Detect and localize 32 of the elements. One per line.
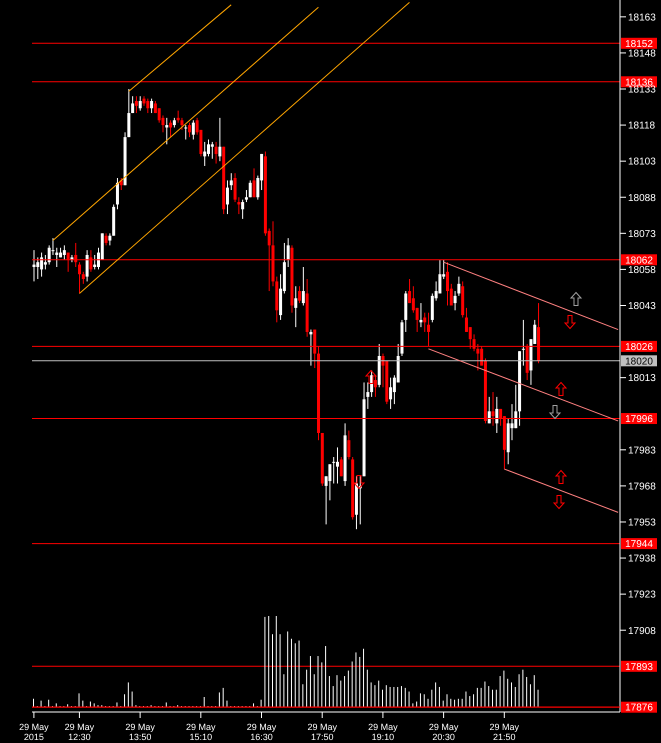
y-tick-label: 18073 xyxy=(628,228,656,240)
ref-line-label: 18062 xyxy=(625,255,654,266)
y-tick-label: 18088 xyxy=(628,192,656,204)
ref-line-label: 17944 xyxy=(625,539,654,550)
x-tick-label: 29 May 21:50 xyxy=(490,722,520,742)
x-tick-label: 29 May 13:50 xyxy=(125,722,156,742)
x-tick-label: 29 May 12:30 xyxy=(64,722,95,742)
y-tick-label: 18118 xyxy=(628,120,656,132)
y-tick-label: 17923 xyxy=(628,590,656,601)
ref-line-label: 18026 xyxy=(625,342,654,353)
y-tick-label: 18103 xyxy=(628,156,656,168)
y-tick-label: 18043 xyxy=(628,301,656,312)
y-tick-label: 18148 xyxy=(628,48,656,60)
x-tick-label: 29 May 17:50 xyxy=(307,722,338,742)
ref-line-label: 18152 xyxy=(625,38,654,50)
ref-line-label: 17876 xyxy=(625,702,654,714)
x-tick-label: 29 May 2015 xyxy=(19,722,50,742)
ref-line-label: 18020 xyxy=(625,356,654,368)
x-tick-label: 29 May 20:30 xyxy=(428,722,459,742)
x-tick-label: 29 May 15:10 xyxy=(186,722,216,742)
ref-line-label: 17996 xyxy=(625,414,654,426)
y-tick-label: 17938 xyxy=(628,554,656,565)
y-tick-label: 17908 xyxy=(628,626,656,637)
ref-line-label: 17893 xyxy=(625,662,654,673)
x-tick-label: 29 May 16:30 xyxy=(246,722,277,742)
y-tick-label: 18013 xyxy=(628,373,656,384)
x-tick-label: 29 May 19:10 xyxy=(368,722,398,742)
y-tick-label: 17968 xyxy=(628,481,656,492)
y-tick-label: 17983 xyxy=(628,445,656,456)
y-tick-label: 17953 xyxy=(628,518,656,529)
y-tick-label: 18058 xyxy=(628,264,656,276)
y-tick-label: 18163 xyxy=(628,12,656,24)
